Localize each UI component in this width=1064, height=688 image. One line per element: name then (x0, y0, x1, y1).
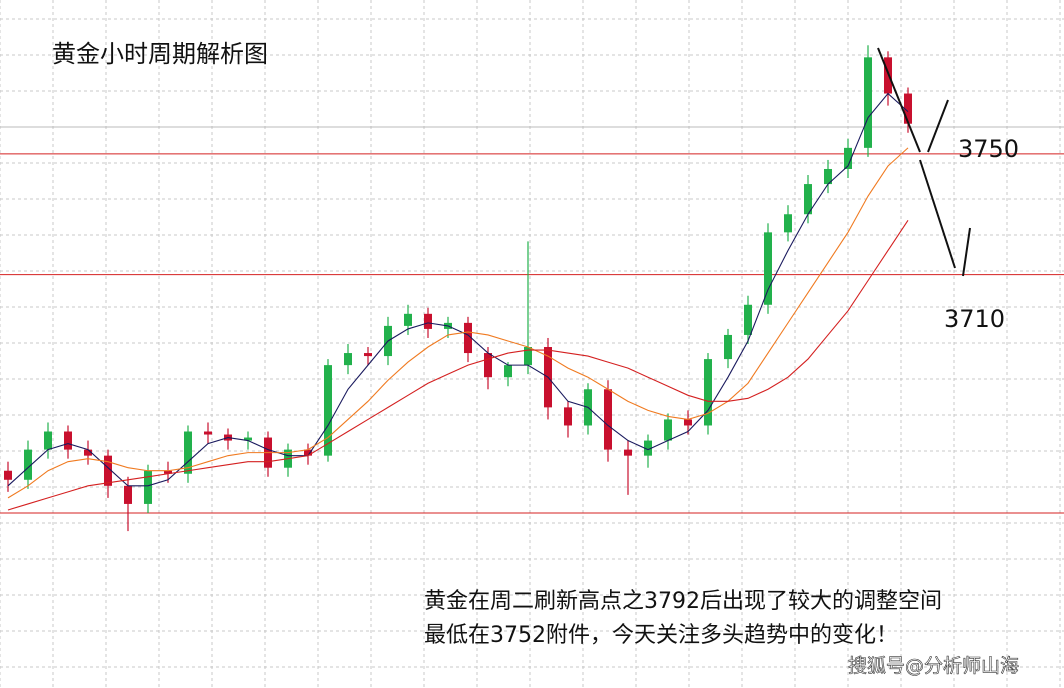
candle-body (604, 389, 612, 450)
sketch-line (927, 99, 949, 153)
candle-body (684, 419, 692, 426)
chart-title: 黄金小时周期解析图 (52, 40, 268, 68)
moving-average (7, 219, 909, 511)
candle-body (364, 353, 372, 357)
moving-average (7, 92, 909, 487)
trend-sketch (877, 47, 971, 277)
candle-body (124, 485, 132, 504)
candle-body (624, 449, 632, 456)
candle-body (164, 470, 172, 474)
level-label: 3710 (944, 305, 1005, 333)
annotation: 黄金在周二刷新高点之3792后出现了较大的调整空间 (424, 589, 942, 614)
candle-body (144, 470, 152, 504)
candle-body (524, 347, 532, 366)
candle-body (724, 334, 732, 360)
candle-body (764, 232, 772, 305)
candle-body (484, 353, 492, 378)
sketch-line (919, 159, 956, 269)
candle-body (204, 431, 212, 435)
candle-body (104, 455, 112, 486)
candle-body (64, 431, 72, 450)
candle-body (464, 322, 472, 354)
candle-body (44, 431, 52, 450)
sketch-line (877, 47, 921, 153)
candle-body (844, 147, 852, 169)
candle-body (904, 93, 912, 124)
candle-body (244, 437, 252, 441)
candle-body (24, 449, 32, 480)
candle-body (424, 313, 432, 329)
candle-body (344, 353, 352, 366)
candle-body (644, 440, 652, 456)
candle-body (664, 419, 672, 441)
candle-body (864, 57, 872, 148)
candle-body (744, 304, 752, 335)
moving-average (7, 147, 909, 499)
candle-body (784, 214, 792, 233)
watermark: 搜狐号@分析师山海 (848, 655, 1019, 677)
candle-body (704, 359, 712, 426)
candle-body (504, 365, 512, 378)
candle-body (564, 407, 572, 426)
candle-body (824, 168, 832, 185)
candle-body (304, 449, 312, 456)
candle-body (4, 470, 12, 480)
level-label: 3750 (958, 135, 1019, 163)
candle-body (884, 57, 892, 94)
candle-body (324, 365, 332, 456)
candle-body (804, 184, 812, 215)
candle-body (404, 313, 412, 326)
sketch-line (962, 227, 971, 277)
plot (0, 45, 1064, 532)
annotation: 最低在3752附件，今天关注多头趋势中的变化！ (424, 623, 898, 648)
candle-body (84, 449, 92, 456)
candle-body (184, 431, 192, 474)
